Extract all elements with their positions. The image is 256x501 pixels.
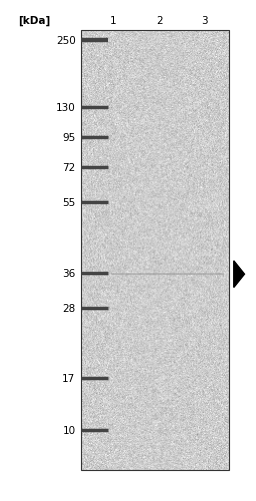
Polygon shape (234, 261, 244, 288)
Text: [kDa]: [kDa] (18, 16, 50, 26)
Text: 36: 36 (62, 268, 76, 278)
Text: 250: 250 (56, 36, 76, 46)
Text: 55: 55 (62, 198, 76, 208)
Text: 72: 72 (62, 163, 76, 173)
Text: 1: 1 (109, 16, 116, 26)
Text: 17: 17 (62, 373, 76, 383)
Text: 28: 28 (62, 303, 76, 313)
Text: 3: 3 (201, 16, 208, 26)
Text: 10: 10 (62, 425, 76, 435)
Text: 2: 2 (157, 16, 163, 26)
Bar (81, 31, 229, 470)
Text: 95: 95 (62, 133, 76, 143)
Text: 130: 130 (56, 103, 76, 113)
